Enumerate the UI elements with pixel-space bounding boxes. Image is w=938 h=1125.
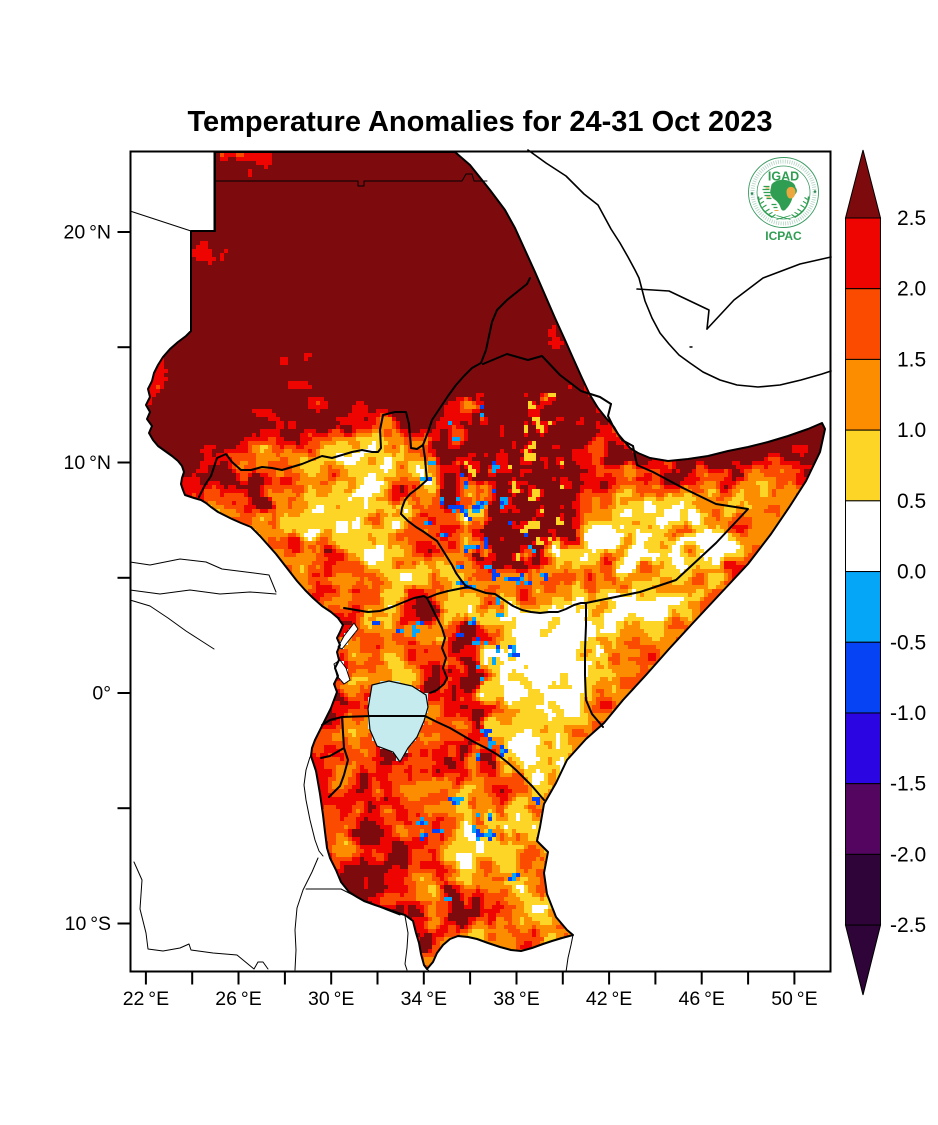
svg-text:-1.0: -1.0 (890, 702, 926, 725)
svg-text:Temperature Anomalies for 24-3: Temperature Anomalies for 24-31 Oct 2023 (187, 106, 772, 138)
svg-text:34 °E: 34 °E (401, 988, 447, 1010)
svg-text:-0.5: -0.5 (890, 631, 926, 654)
svg-text:10 °S: 10 °S (65, 913, 111, 935)
svg-text:1.0: 1.0 (897, 419, 926, 442)
svg-text:ICPAC: ICPAC (765, 229, 802, 243)
svg-text:50 °E: 50 °E (771, 988, 817, 1010)
svg-text:IGAD: IGAD (768, 170, 799, 184)
svg-text:26 °E: 26 °E (215, 988, 261, 1010)
svg-text:0.5: 0.5 (897, 490, 926, 513)
svg-text:30 °E: 30 °E (308, 988, 354, 1010)
svg-text:1.5: 1.5 (897, 348, 926, 371)
svg-text:38 °E: 38 °E (493, 988, 539, 1010)
svg-text:22 °E: 22 °E (123, 988, 169, 1010)
svg-text:46 °E: 46 °E (678, 988, 724, 1010)
svg-text:-1.5: -1.5 (890, 773, 926, 796)
svg-text:2.0: 2.0 (897, 278, 926, 301)
svg-text:0.0: 0.0 (897, 561, 926, 584)
svg-text:-2.0: -2.0 (890, 843, 926, 866)
svg-text:42 °E: 42 °E (586, 988, 632, 1010)
svg-text:2.5: 2.5 (897, 207, 926, 230)
svg-text:10 °N: 10 °N (64, 452, 111, 474)
svg-text:-2.5: -2.5 (890, 914, 926, 937)
svg-text:20 °N: 20 °N (64, 222, 111, 244)
svg-text:0°: 0° (92, 683, 111, 705)
